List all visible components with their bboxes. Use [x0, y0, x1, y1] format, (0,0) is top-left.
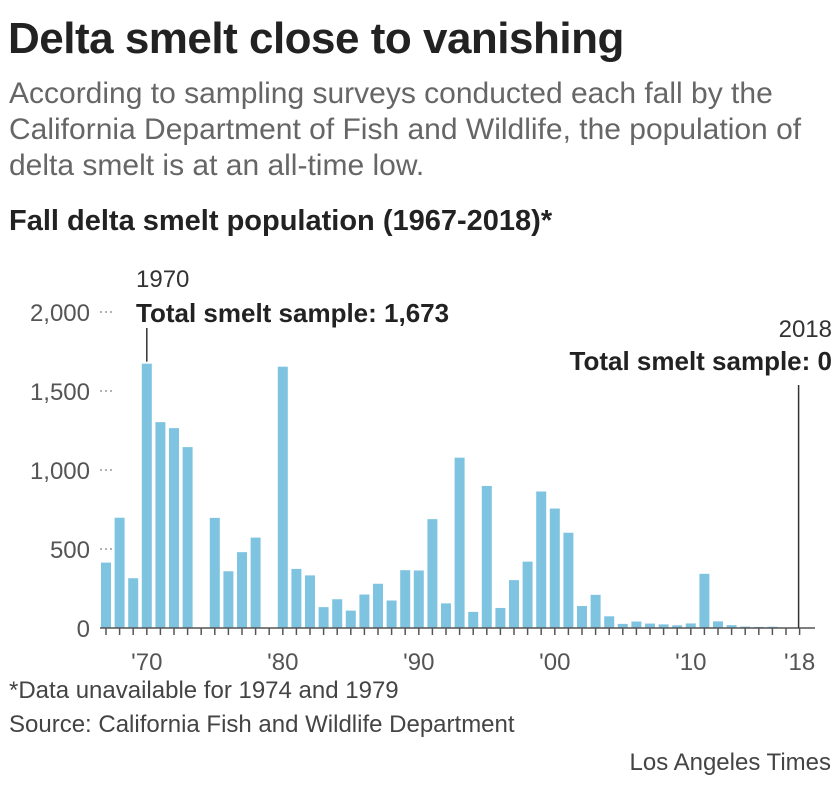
- bar-1970: [141, 363, 152, 628]
- y-tick-label: 1,000: [30, 458, 90, 485]
- bar-2000: [549, 508, 560, 628]
- bar-1995: [481, 485, 492, 628]
- x-tick-label: '90: [403, 649, 434, 676]
- bar-1991: [427, 519, 438, 628]
- bar-2012: [713, 621, 723, 628]
- x-tick-label: '18: [784, 649, 815, 676]
- annotation-2018-text: Total smelt sample: 0: [570, 346, 833, 376]
- y-tick-label: 500: [50, 537, 90, 564]
- y-tick-label: 0: [77, 616, 90, 643]
- bar-1967: [101, 562, 111, 628]
- bar-2007: [645, 623, 655, 628]
- bar-2009: [672, 625, 683, 628]
- bar-2008: [658, 624, 669, 628]
- x-tick-label: '00: [539, 649, 570, 676]
- bar-1999: [536, 491, 547, 628]
- page-title: Delta smelt close to vanishing: [8, 14, 624, 63]
- bar-2003: [590, 594, 601, 628]
- source-note: Source: California Fish and Wildlife Dep…: [9, 711, 515, 738]
- bar-2013: [726, 625, 737, 628]
- chart-title: Fall delta smelt population (1967-2018)*: [9, 205, 553, 237]
- bar-2011: [699, 573, 710, 628]
- bar-2004: [604, 616, 615, 628]
- bar-2010: [685, 623, 696, 628]
- bar-1986: [359, 594, 370, 628]
- bar-1980: [277, 366, 288, 628]
- bar-2002: [577, 606, 587, 628]
- bar-1977: [237, 552, 247, 628]
- bar-1968: [114, 517, 125, 628]
- x-tick-label: '80: [267, 649, 298, 676]
- annotation-1970-text: Total smelt sample: 1,673: [136, 298, 449, 328]
- bar-1973: [182, 447, 193, 628]
- y-tick-label: 2,000: [30, 300, 90, 327]
- annotation-1970-year: 1970: [136, 266, 189, 293]
- bar-1990: [413, 570, 424, 628]
- bar-2001: [563, 532, 574, 628]
- x-tick-label: '10: [675, 649, 706, 676]
- x-tick-label: '70: [131, 649, 162, 676]
- bar-1971: [155, 422, 166, 628]
- bar-1988: [386, 600, 397, 628]
- annotation-2018-year: 2018: [779, 316, 832, 343]
- y-tick-label: 1,500: [30, 379, 90, 406]
- bar-1989: [400, 570, 411, 628]
- bar-1994: [468, 611, 479, 628]
- bar-1978: [250, 537, 261, 628]
- bar-1996: [495, 607, 506, 628]
- bar-1975: [209, 517, 220, 628]
- page-subtitle: According to sampling surveys conducted …: [9, 77, 802, 182]
- bar-1997: [509, 580, 519, 628]
- bar-1985: [345, 610, 356, 628]
- bar-1983: [318, 607, 329, 628]
- data-unavailable-note: *Data unavailable for 1974 and 1979: [9, 677, 399, 704]
- bar-1969: [128, 578, 139, 628]
- bar-2005: [617, 623, 628, 628]
- bar-1992: [441, 603, 451, 628]
- bar-1987: [373, 583, 383, 628]
- bar-1976: [223, 571, 234, 628]
- bar-1998: [522, 561, 533, 628]
- publisher-credit: Los Angeles Times: [629, 749, 831, 776]
- bar-1982: [305, 575, 315, 628]
- bar-1981: [291, 568, 302, 628]
- bar-1984: [332, 599, 343, 628]
- bar-2006: [631, 621, 642, 628]
- bar-1972: [169, 428, 179, 628]
- bar-1993: [454, 457, 465, 628]
